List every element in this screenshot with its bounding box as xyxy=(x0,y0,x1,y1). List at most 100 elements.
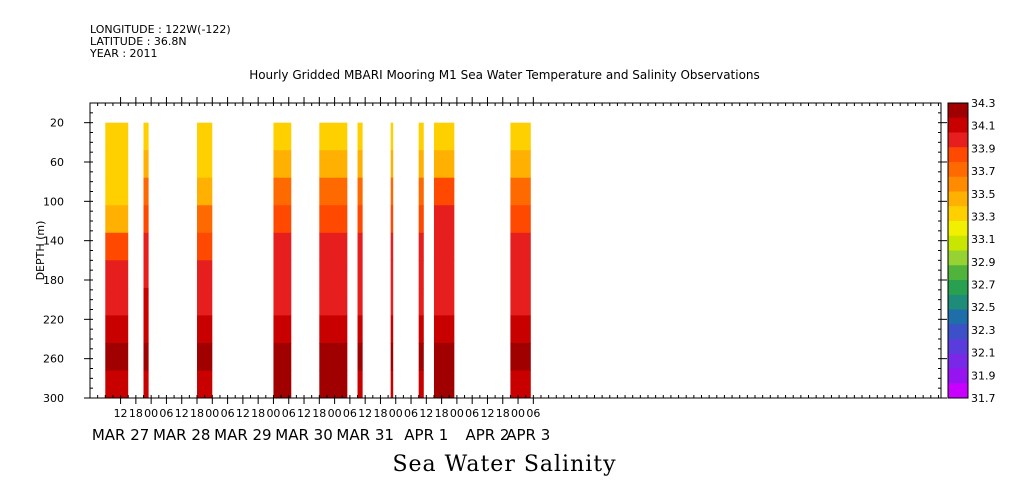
data-cell xyxy=(319,287,348,316)
y-tick-label: 300 xyxy=(43,392,64,405)
x-hour-tick-label: 06 xyxy=(526,407,540,420)
colorbar-level-label: 33.3 xyxy=(971,210,996,223)
data-cell xyxy=(273,342,292,371)
data-cell xyxy=(357,205,363,234)
x-hour-tick-label: 18 xyxy=(312,407,326,420)
x-hour-tick-label: 12 xyxy=(297,407,311,420)
data-cell xyxy=(357,342,363,371)
colorbar-level-label: 32.3 xyxy=(971,324,996,337)
colorbar-swatch xyxy=(948,324,968,340)
x-hour-tick-label: 06 xyxy=(282,407,296,420)
y-tick-label: 20 xyxy=(50,117,64,130)
data-cell xyxy=(143,122,149,151)
data-cell xyxy=(510,315,531,344)
data-cell xyxy=(319,315,348,344)
x-hour-tick-label: 00 xyxy=(389,407,403,420)
data-cell xyxy=(273,232,292,261)
x-hour-tick-label: 06 xyxy=(343,407,357,420)
x-hour-tick-label: 12 xyxy=(175,407,189,420)
data-cell xyxy=(143,287,149,316)
x-hour-tick-label: 18 xyxy=(129,407,143,420)
data-cell xyxy=(143,342,149,371)
colorbar-level-label: 32.9 xyxy=(971,256,996,269)
x-hour-tick-label: 12 xyxy=(114,407,128,420)
x-date-label: APR 2 xyxy=(465,426,509,444)
data-cell xyxy=(390,205,394,234)
colorbar-swatch xyxy=(948,162,968,178)
y-tick-label: 60 xyxy=(50,156,64,169)
y-tick-label: 100 xyxy=(43,195,64,208)
data-cell xyxy=(319,205,348,234)
data-cell xyxy=(357,122,363,151)
longitude-label: LONGITUDE : 122W(-122) xyxy=(90,23,231,36)
data-cell xyxy=(390,260,394,289)
x-date-label: APR 3 xyxy=(506,426,550,444)
x-hour-tick-label: 18 xyxy=(435,407,449,420)
data-cell xyxy=(418,260,424,289)
data-cell xyxy=(357,232,363,261)
data-cell xyxy=(357,370,363,399)
y-tick-label: 140 xyxy=(43,235,64,248)
colorbar-swatch xyxy=(948,383,968,399)
x-date-label: MAR 28 xyxy=(153,426,210,444)
x-hour-tick-label: 12 xyxy=(480,407,494,420)
colorbar-level-label: 33.1 xyxy=(971,233,996,246)
colorbar-level-label: 33.9 xyxy=(971,142,996,155)
data-cell xyxy=(143,150,149,179)
data-cell xyxy=(105,232,129,261)
colorbar-level-label: 32.1 xyxy=(971,347,996,360)
data-cell xyxy=(197,205,213,234)
data-cell xyxy=(510,205,531,234)
data-cell xyxy=(105,205,129,234)
data-cell xyxy=(143,232,149,261)
data-cell xyxy=(143,370,149,399)
data-cell xyxy=(510,370,531,399)
colorbar-level-label: 31.7 xyxy=(971,392,996,405)
data-cell xyxy=(105,150,129,179)
colorbar-swatch xyxy=(948,309,968,325)
data-cell xyxy=(105,287,129,316)
data-cell xyxy=(319,342,348,371)
data-cell xyxy=(390,287,394,316)
x-hour-tick-label: 06 xyxy=(221,407,235,420)
data-cell xyxy=(510,260,531,289)
data-cell xyxy=(390,122,394,151)
data-cell xyxy=(390,177,394,206)
data-cell xyxy=(357,287,363,316)
data-cell xyxy=(273,177,292,206)
data-cell xyxy=(433,232,455,261)
data-cell xyxy=(273,122,292,151)
colorbar-swatch xyxy=(948,235,968,251)
x-hour-tick-label: 00 xyxy=(266,407,280,420)
colorbar-level-label: 32.5 xyxy=(971,301,996,314)
year-label: YEAR : 2011 xyxy=(90,47,158,60)
data-cell xyxy=(390,370,394,399)
data-cell xyxy=(390,342,394,371)
data-cell xyxy=(510,177,531,206)
data-cell xyxy=(197,370,213,399)
colorbar-swatch xyxy=(948,206,968,222)
data-cell xyxy=(105,177,129,206)
data-cell xyxy=(273,370,292,399)
data-cell xyxy=(433,122,455,151)
colorbar-swatch xyxy=(948,250,968,266)
x-hour-tick-label: 06 xyxy=(465,407,479,420)
data-cell xyxy=(319,122,348,151)
data-cell xyxy=(143,260,149,289)
x-hour-tick-label: 06 xyxy=(404,407,418,420)
colorbar-level-label: 33.7 xyxy=(971,165,996,178)
data-cell xyxy=(273,150,292,179)
x-hour-tick-label: 00 xyxy=(205,407,219,420)
data-cell xyxy=(433,260,455,289)
data-cell xyxy=(197,177,213,206)
data-cell xyxy=(197,342,213,371)
colorbar-swatch xyxy=(948,103,968,119)
colorbar-level-label: 32.7 xyxy=(971,279,996,292)
x-hour-tick-label: 18 xyxy=(496,407,510,420)
colorbar-level-label: 33.5 xyxy=(971,188,996,201)
data-cell xyxy=(197,287,213,316)
data-cell xyxy=(273,205,292,234)
x-hour-tick-label: 18 xyxy=(373,407,387,420)
x-hour-tick-label: 12 xyxy=(358,407,372,420)
